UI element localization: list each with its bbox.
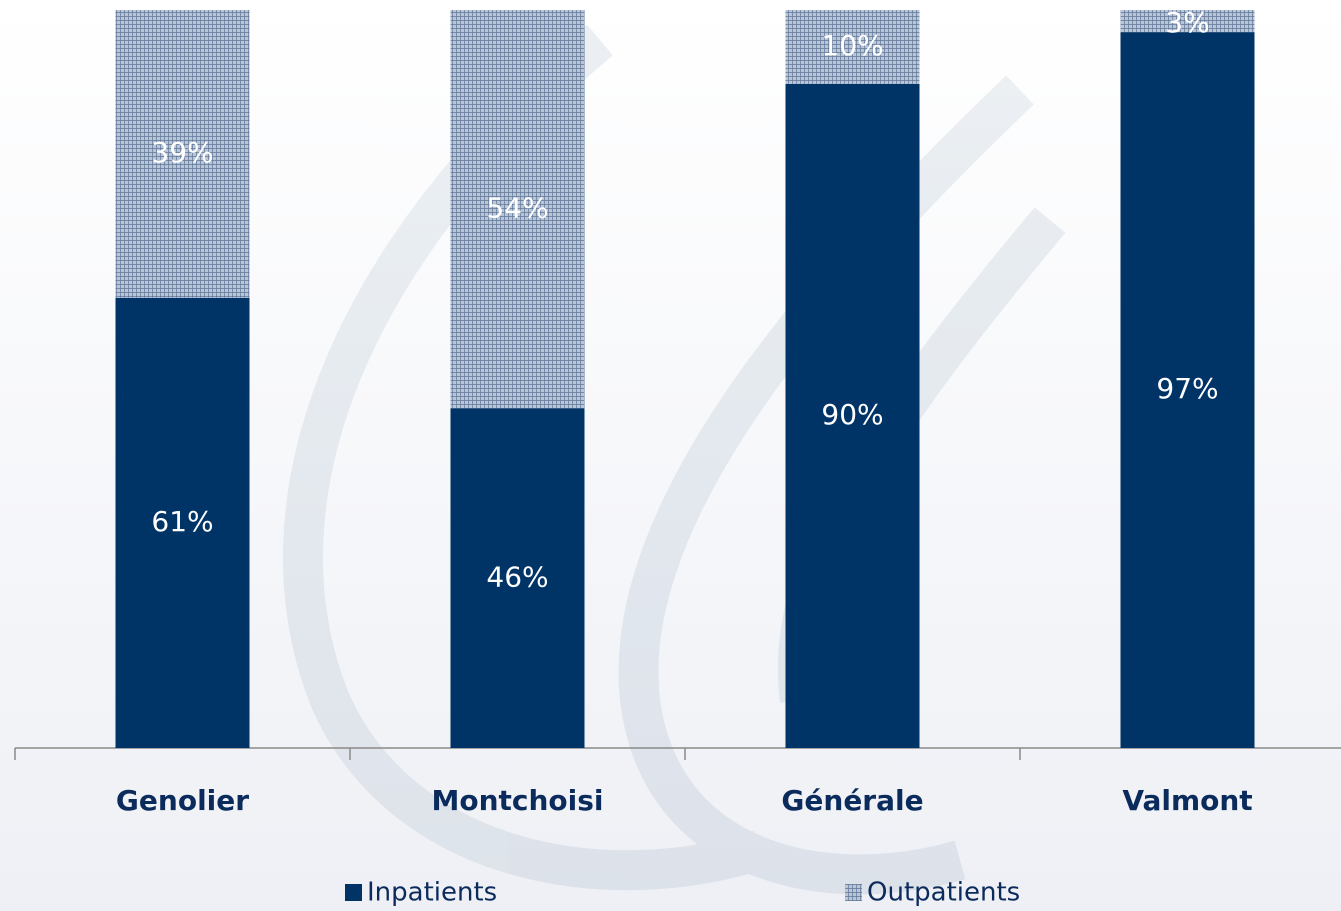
bar-segment xyxy=(1120,10,1255,33)
bar-segment xyxy=(115,297,250,748)
data-label: 3% xyxy=(1165,6,1209,39)
data-label: 39% xyxy=(151,136,213,169)
bar-segment xyxy=(450,10,585,409)
x-tick-label: Valmont xyxy=(1122,784,1252,817)
data-label: 97% xyxy=(1156,372,1218,405)
bar-segment xyxy=(1120,32,1255,748)
x-tick-label: Genolier xyxy=(116,784,249,817)
bar-segment xyxy=(785,10,920,84)
x-tick-label: Montchoisi xyxy=(431,784,603,817)
data-label: 46% xyxy=(486,560,548,593)
data-label: 10% xyxy=(821,29,883,62)
x-tick-label: Générale xyxy=(781,784,923,817)
bar-segment xyxy=(785,83,920,749)
legend-swatch xyxy=(845,884,862,901)
bar-segment xyxy=(450,408,585,748)
data-label: 54% xyxy=(486,191,548,224)
data-label: 90% xyxy=(821,398,883,431)
data-label: 61% xyxy=(151,505,213,538)
legend-label: Inpatients xyxy=(367,878,497,908)
legend-swatch xyxy=(345,884,362,901)
legend-label: Outpatients xyxy=(867,878,1020,908)
bar-segment xyxy=(115,10,250,298)
